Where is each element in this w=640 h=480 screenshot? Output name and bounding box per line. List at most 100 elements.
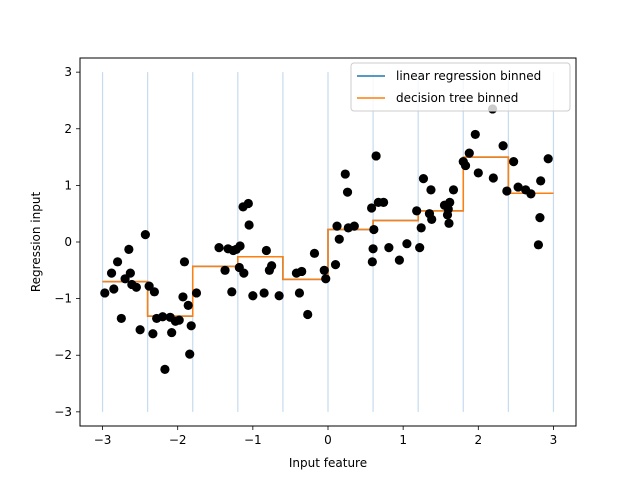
scatter-point bbox=[416, 223, 426, 233]
scatter-point bbox=[427, 214, 437, 224]
scatter-point bbox=[460, 160, 471, 171]
scatter-point bbox=[185, 349, 195, 359]
legend: linear regression binned decision tree b… bbox=[350, 62, 571, 112]
scatter-point bbox=[131, 282, 141, 292]
scatter-point bbox=[125, 268, 135, 278]
scatter-point bbox=[340, 169, 350, 179]
scatter-point bbox=[158, 312, 168, 322]
scatter-point bbox=[470, 129, 480, 140]
scatter-point bbox=[448, 185, 459, 195]
scatter-point bbox=[332, 221, 342, 231]
scatter-point bbox=[259, 288, 269, 298]
scatter-point bbox=[502, 186, 512, 196]
scatter-point bbox=[243, 198, 253, 209]
scatter-point bbox=[394, 255, 404, 265]
scatter-point bbox=[267, 261, 277, 271]
y-tick-label: 3 bbox=[64, 65, 72, 79]
scatter-point bbox=[309, 248, 320, 258]
scatter-point bbox=[418, 173, 429, 184]
scatter-point bbox=[220, 265, 230, 275]
scatter-point bbox=[106, 268, 117, 278]
scatter-point bbox=[160, 364, 170, 374]
scatter-point bbox=[321, 274, 331, 284]
bin-edge-lines bbox=[101, 72, 555, 412]
y-tick-label: 2 bbox=[64, 122, 72, 136]
scatter-point bbox=[100, 288, 110, 298]
scatter-point bbox=[112, 257, 123, 267]
scatter-point bbox=[244, 220, 254, 230]
legend-label-tree: decision tree binned bbox=[396, 91, 518, 105]
x-axis-label: Input feature bbox=[289, 456, 367, 470]
scatter-point bbox=[445, 197, 455, 207]
x-tick-label: 3 bbox=[550, 433, 558, 447]
scatter-point bbox=[366, 203, 377, 213]
y-tick-label: −3 bbox=[54, 405, 72, 419]
scatter-point bbox=[513, 182, 523, 192]
scatter-point bbox=[248, 291, 258, 301]
scatter-point bbox=[239, 268, 249, 278]
x-tick-label: 1 bbox=[399, 433, 407, 447]
scatter-point bbox=[368, 244, 378, 254]
y-tick-label: −1 bbox=[54, 292, 72, 306]
scatter-point bbox=[297, 266, 307, 277]
scatter-point bbox=[303, 309, 313, 320]
scatter-point bbox=[149, 287, 159, 297]
scatter-point bbox=[179, 257, 190, 267]
scatter-point bbox=[227, 287, 237, 297]
scatter-point bbox=[402, 239, 412, 249]
scatter-point bbox=[148, 329, 158, 339]
scatter-point bbox=[498, 141, 508, 151]
x-tick-label: −1 bbox=[244, 433, 262, 447]
scatter-point bbox=[330, 260, 341, 270]
x-tick-label: 2 bbox=[474, 433, 482, 447]
scatter-point bbox=[536, 176, 546, 186]
legend-box bbox=[350, 62, 571, 112]
y-tick-label: −2 bbox=[54, 348, 72, 362]
scatter-point bbox=[367, 257, 377, 267]
legend-label-linear: linear regression binned bbox=[396, 69, 541, 83]
scatter-point bbox=[235, 241, 245, 251]
scatter-point bbox=[135, 325, 145, 335]
scatter-point bbox=[412, 206, 422, 216]
y-axis-ticks: −3 −2 −1 0 1 2 3 bbox=[54, 65, 80, 419]
scatter-point bbox=[509, 157, 519, 167]
x-axis-ticks: −3 −2 −1 0 1 2 3 bbox=[94, 426, 558, 447]
scatter-point bbox=[183, 300, 193, 311]
scatter-point bbox=[426, 185, 436, 195]
scatter-point bbox=[174, 315, 184, 325]
scatter-point bbox=[178, 292, 188, 302]
scatter-point bbox=[191, 288, 202, 298]
scatter-point bbox=[371, 151, 381, 161]
scatter-point bbox=[533, 240, 544, 250]
scatter-point bbox=[384, 243, 394, 253]
scatter-point bbox=[274, 291, 284, 301]
scatter-point bbox=[535, 213, 545, 223]
scatter-point bbox=[186, 321, 196, 331]
scatter-point bbox=[167, 327, 177, 338]
scatter-point bbox=[473, 168, 483, 178]
scatter-point bbox=[261, 245, 271, 256]
scatter-point bbox=[140, 230, 150, 240]
scatter-point bbox=[349, 221, 359, 231]
scatter-point bbox=[488, 173, 498, 183]
scatter-point bbox=[543, 154, 553, 164]
scatter-point bbox=[109, 284, 119, 294]
scatter-point bbox=[379, 197, 389, 207]
y-axis-label: Regression input bbox=[29, 192, 43, 293]
y-tick-label: 1 bbox=[64, 178, 72, 192]
scatter-point bbox=[319, 265, 329, 275]
scatter-point bbox=[526, 189, 536, 199]
x-tick-label: −2 bbox=[169, 433, 187, 447]
scatter-point bbox=[334, 234, 344, 244]
y-tick-label: 0 bbox=[64, 235, 72, 249]
scatter-point bbox=[464, 148, 474, 158]
scatter-point bbox=[116, 313, 126, 324]
scatter-point bbox=[342, 187, 353, 197]
scatter-point bbox=[415, 243, 425, 253]
scatter-point bbox=[444, 218, 454, 228]
scatter-point bbox=[124, 244, 134, 254]
x-tick-label: 0 bbox=[324, 433, 332, 447]
scatter-point bbox=[369, 224, 379, 235]
scatter-point bbox=[294, 288, 305, 298]
